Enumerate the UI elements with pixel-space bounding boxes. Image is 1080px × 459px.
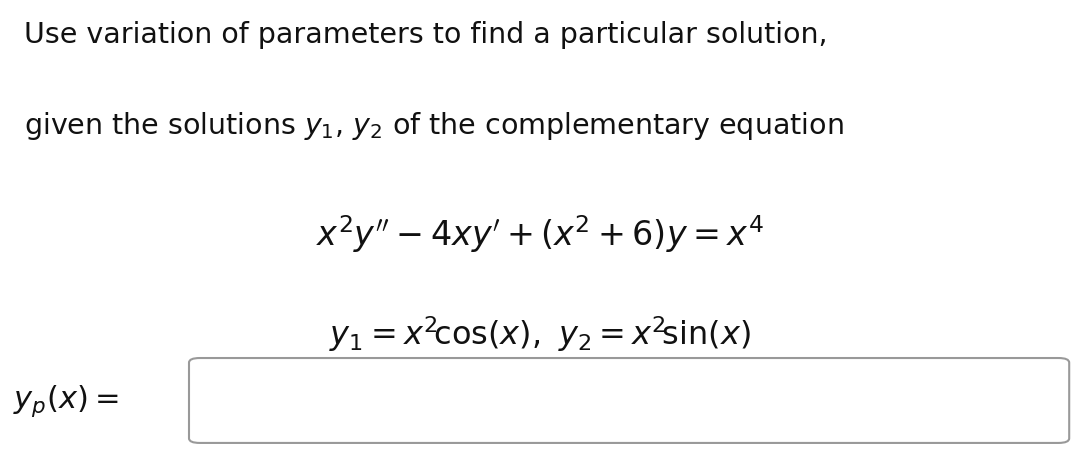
Text: $y_1 = x^2\!\cos(x),\ y_2 = x^2\!\sin(x)$: $y_1 = x^2\!\cos(x),\ y_2 = x^2\!\sin(x)… — [329, 314, 751, 354]
Text: $x^2y'' - 4xy' + (x^2 + 6)y = x^4$: $x^2y'' - 4xy' + (x^2 + 6)y = x^4$ — [316, 213, 764, 255]
Text: $y_p(x) =$: $y_p(x) =$ — [13, 383, 119, 419]
Text: Use variation of parameters to find a particular solution,: Use variation of parameters to find a pa… — [24, 21, 827, 49]
FancyBboxPatch shape — [189, 358, 1069, 443]
Text: given the solutions $y_1$, $y_2$ of the complementary equation: given the solutions $y_1$, $y_2$ of the … — [24, 110, 843, 142]
